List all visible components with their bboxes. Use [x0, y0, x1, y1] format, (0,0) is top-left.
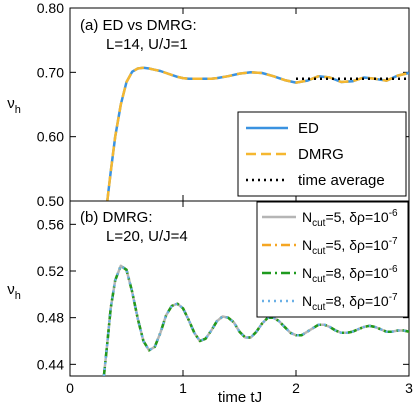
- panel-b-legend-box: [256, 201, 409, 318]
- y-tick-label: 0.56: [37, 216, 64, 232]
- panel-b-x-axis-label: time tJ: [218, 389, 262, 406]
- panel-b-series: [102, 264, 409, 376]
- legend-label-b-0: Ncut=5, δρ=10-6: [302, 208, 398, 229]
- panel-b-y-axis-label: νh: [7, 281, 21, 302]
- y-tick-label: 0.80: [37, 0, 64, 16]
- legend-label-time-average: time average: [298, 172, 385, 189]
- panel-a-annotation-line1: (a) ED vs DMRG:: [80, 17, 197, 34]
- panel-a-y-ticks: 0.50 0.60 0.70 0.80: [37, 0, 409, 209]
- y-tick-label: 0.44: [37, 356, 64, 372]
- x-tick-label: 2: [292, 380, 300, 396]
- panel-b-annotation-line2: L=20, U/J=4: [106, 228, 188, 245]
- panel-b-y-ticks: 0.44 0.48 0.52 0.56: [37, 216, 409, 372]
- panel-b-x-ticks: 0 1 2 3: [66, 201, 413, 396]
- panel-a-x-ticks: [69, 8, 410, 201]
- y-tick-label: 0.60: [37, 129, 64, 145]
- x-tick-label: 0: [66, 380, 74, 396]
- y-tick-label: 0.50: [37, 193, 64, 209]
- panel-b-frame: [69, 200, 410, 377]
- panel-b-legend: Ncut=5, δρ=10-6 Ncut=5, δρ=10-7 Ncut=8, δρ…: [256, 201, 409, 318]
- series-line-b-3: [102, 264, 409, 376]
- panel-a-series: [106, 66, 409, 201]
- legend-label-dmrg: DMRG: [298, 146, 344, 163]
- legend-label-ed: ED: [298, 120, 319, 137]
- y-tick-label: 0.52: [37, 263, 64, 279]
- legend-label-b-2: Ncut=8, δρ=10-6: [302, 264, 398, 285]
- x-tick-label: 1: [179, 380, 187, 396]
- panel-a-annotation-line2: L=14, U/J=1: [106, 36, 188, 53]
- y-tick-label: 0.48: [37, 310, 64, 326]
- panel-a-legend: ED DMRG time average: [237, 111, 407, 197]
- x-tick-label: 3: [405, 380, 413, 396]
- panel-b-annotation-line1: (b) DMRG:: [80, 209, 153, 226]
- y-tick-label: 0.70: [37, 64, 64, 80]
- panel-a: 0.50 0.60 0.70 0.80 νh (a) ED vs DMRG: L=14…: [7, 0, 410, 209]
- panel-b: 0.44 0.48 0.52 0.56 0 1 2 3 νh time tJ (b) DMR…: [7, 200, 413, 406]
- legend-label-b-3: Ncut=8, δρ=10-7: [302, 292, 398, 313]
- panel-a-y-axis-label: νh: [7, 95, 21, 116]
- series-line-a-1: [106, 66, 409, 201]
- legend-label-b-1: Ncut=5, δρ=10-7: [302, 236, 398, 257]
